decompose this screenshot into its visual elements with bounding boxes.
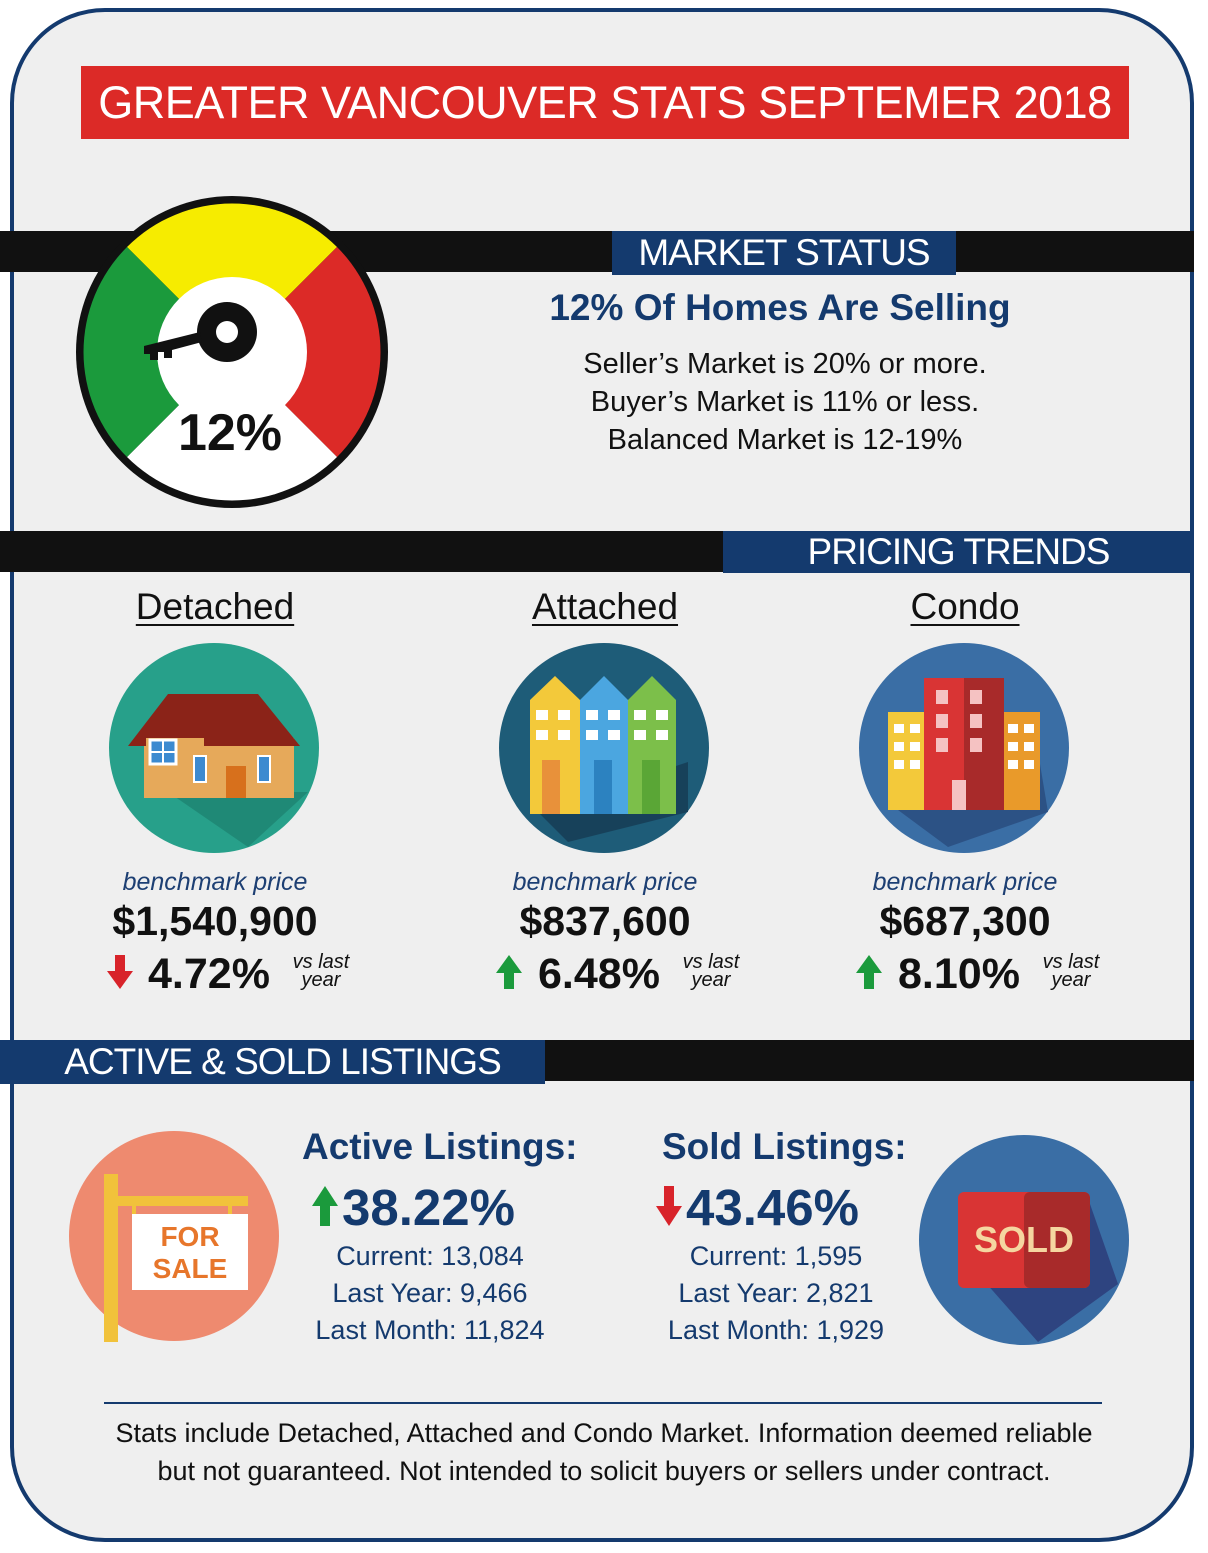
sold-listings-heading: Sold Listings: [662,1126,907,1167]
sold-listings-details: Current: 1,595 Last Year: 2,821 Last Mon… [646,1238,906,1349]
listings-label: ACTIVE & SOLD LISTINGS [0,1040,545,1084]
market-thresholds: Seller’s Market is 20% or more. Buyer’s … [480,345,1090,459]
attached-title: Attached [531,586,679,627]
arrow-down-icon [656,1186,682,1226]
gauge-value: 12% [178,404,282,462]
buyer-market-line: Buyer’s Market is 11% or less. [590,386,980,418]
sold-sign-icon: SOLD [919,1135,1129,1345]
sold-current: Current: 1,595 [689,1241,863,1271]
balanced-market-line: Balanced Market is 12-19% [607,424,963,456]
key-icon [144,302,257,362]
active-last-month: Last Month: 11,824 [315,1315,545,1345]
disclaimer-line-2: but not guaranteed. Not intended to soli… [157,1456,1051,1486]
condo-building-icon [859,643,1069,853]
sold-last-year: Last Year: 2,821 [678,1278,874,1308]
sold-listings-change: 43.46% [686,1179,859,1236]
detached-vs-last-year: vs last year [292,951,350,991]
attached-vs-last-year: vs last year [682,951,740,991]
for-sale-text-for: FOR [160,1221,219,1252]
for-sale-text-sale: SALE [153,1253,228,1284]
condo-title: Condo [910,586,1020,627]
active-last-year: Last Year: 9,466 [332,1278,528,1308]
market-status-label: MARKET STATUS [612,231,956,275]
footer-divider [104,1402,1102,1404]
active-current: Current: 13,084 [336,1241,524,1271]
pricing-trends-label: PRICING TRENDS [723,531,1194,573]
detached-price: $1,540,900 [112,898,318,944]
for-sale-sign-icon: FOR SALE [69,1131,279,1342]
condo-benchmark-label: benchmark price [872,868,1058,896]
attached-price: $837,600 [519,898,691,944]
condo-change: 8.10% [898,950,1020,998]
detached-benchmark-label: benchmark price [122,868,308,896]
market-gauge: 12% [76,196,388,508]
attached-change: 6.48% [538,950,660,998]
house-icon [109,643,319,853]
arrow-up-icon [856,955,882,989]
sold-last-month: Last Month: 1,929 [667,1315,885,1345]
active-listings-change: 38.22% [342,1179,515,1236]
arrow-down-icon [107,955,133,989]
detached-change: 4.72% [148,950,270,998]
sold-sign-text: SOLD [974,1219,1074,1260]
disclaimer: Stats include Detached, Attached and Con… [80,1414,1128,1490]
condo-price: $687,300 [879,898,1051,944]
attached-benchmark-label: benchmark price [512,868,698,896]
arrow-up-icon [312,1186,338,1226]
seller-market-line: Seller’s Market is 20% or more. [583,348,987,380]
disclaimer-line-1: Stats include Detached, Attached and Con… [115,1418,1093,1448]
page-title: GREATER VANCOUVER STATS SEPTEMER 2018 [81,66,1129,139]
detached-title: Detached [135,586,295,627]
market-headline: 12% Of Homes Are Selling [549,287,1011,328]
townhouse-icon [499,643,709,853]
arrow-up-icon [496,955,522,989]
condo-vs-last-year: vs last year [1042,951,1100,991]
active-listings-heading: Active Listings: [302,1126,578,1167]
active-listings-details: Current: 13,084 Last Year: 9,466 Last Mo… [300,1238,560,1349]
